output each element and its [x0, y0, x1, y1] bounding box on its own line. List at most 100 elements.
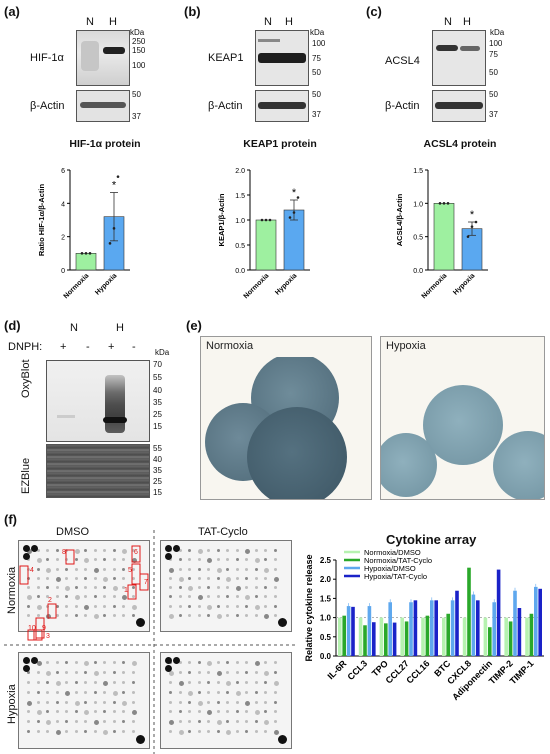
bar: [430, 600, 434, 656]
data-point: [446, 202, 450, 205]
array-spot: [112, 661, 116, 664]
highlight-box: [19, 565, 29, 585]
array-spot: [36, 661, 42, 666]
array-spot: [36, 710, 42, 716]
array-spot: [188, 710, 191, 714]
array-spot: [235, 613, 239, 617]
array-spot: [103, 700, 106, 704]
array-spot: [46, 730, 49, 734]
array-spot: [245, 613, 248, 617]
data-point: [474, 220, 478, 224]
bar: [392, 622, 397, 656]
array-spot: [131, 576, 135, 580]
array-spot: [245, 595, 250, 601]
array-spot: [74, 661, 78, 664]
array-spot: [46, 690, 49, 694]
array-spot: [207, 690, 210, 694]
x-tick-label: Hypoxia: [452, 272, 476, 296]
y-tick-label: 2.0: [235, 168, 245, 175]
lane-h-d: H: [116, 322, 124, 334]
array-spot: [74, 558, 78, 562]
array-spot: [235, 549, 239, 552]
array-spot: [93, 613, 99, 619]
x-tick-label: Hypoxia: [274, 272, 298, 296]
array-spot: [235, 576, 239, 580]
bar: [467, 567, 471, 656]
array-hypoxia-dmso: [18, 652, 150, 749]
array-spot: [122, 680, 125, 684]
array-spot: [254, 595, 258, 599]
array-spot: [27, 586, 30, 589]
array-spot: [273, 595, 277, 599]
array-spot: [122, 558, 125, 562]
array-spot: [197, 670, 201, 674]
array-spot: [245, 670, 248, 674]
array-spot: [84, 586, 87, 589]
array-spot: [55, 586, 59, 589]
array-spot: [264, 567, 269, 573]
data-point: [260, 218, 264, 222]
array-spot: [55, 661, 59, 664]
array-overlay: 1 2 3 4 5 6 7 8 9 10: [4, 530, 296, 754]
array-spot: [84, 549, 87, 552]
array-spot: [55, 670, 59, 674]
array-spot: [216, 680, 220, 684]
array-spot: [131, 567, 135, 571]
array-spot: [55, 558, 59, 562]
y-tick-label: 0.0: [320, 652, 332, 661]
marker: 50: [489, 68, 498, 77]
lane-n-a: N: [86, 16, 94, 28]
marker: 50: [312, 68, 321, 77]
array-spot: [226, 595, 229, 599]
array-spot: [197, 661, 201, 664]
y-tick-label: 0: [61, 268, 65, 275]
array-spot: [46, 586, 49, 589]
array-spot: [131, 604, 137, 610]
array-spot: [178, 680, 184, 686]
protein-label-b: KEAP1: [208, 52, 244, 64]
array-spot: [169, 595, 172, 599]
array-spot: [178, 595, 182, 599]
array-spot: [46, 680, 49, 684]
marker: 37: [312, 110, 321, 119]
array-spot: [188, 720, 191, 724]
array-spot: [207, 700, 210, 704]
highlight-number: 6: [134, 549, 138, 556]
array-spot: [216, 586, 220, 589]
bar: [388, 602, 392, 656]
array-spot: [226, 567, 229, 571]
array-spot: [197, 680, 201, 684]
array-spot: [122, 549, 127, 554]
keap1-blot: [255, 30, 309, 86]
array-spot: [245, 558, 248, 562]
highlight-number: 5: [128, 567, 132, 574]
array-spot: [178, 558, 182, 562]
array-spot: [235, 586, 241, 591]
array-spot: [264, 604, 267, 608]
array-spot: [169, 604, 172, 608]
array-spot: [245, 710, 248, 714]
array-spot: [254, 567, 258, 571]
data-point: [466, 235, 470, 238]
array-spot: [226, 730, 231, 736]
legend-label: Normoxia/DMSO: [364, 548, 421, 557]
cytokine-chart: 0.0 0.5 1.0 1.5 2.0 2.5 Relative cytokine rele…: [304, 548, 544, 702]
array-spot: [188, 549, 191, 552]
array-spot: [207, 661, 212, 666]
array-spot: [273, 604, 277, 608]
kda-label-c: kDa: [490, 28, 505, 37]
data-point: [84, 252, 88, 255]
array-spot: [112, 730, 116, 734]
marker: 75: [312, 54, 321, 63]
array-spot: [226, 661, 229, 664]
array-spot: [65, 670, 68, 674]
ezblue-image: [46, 444, 150, 498]
array-spot: [93, 595, 97, 599]
data-point: [80, 252, 84, 255]
array-spot: [131, 720, 135, 724]
bar: [529, 613, 534, 656]
array-spot: [216, 613, 222, 619]
bar: [504, 617, 508, 656]
marker: 150: [132, 46, 146, 55]
array-spot: [36, 730, 40, 734]
